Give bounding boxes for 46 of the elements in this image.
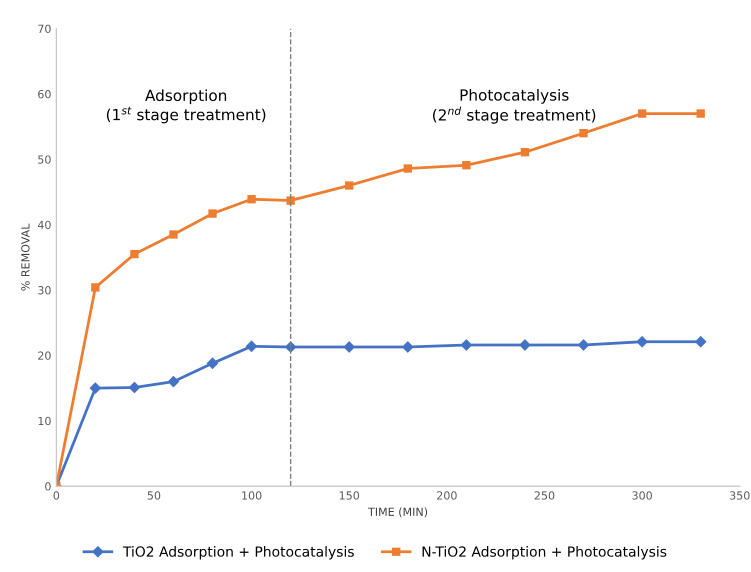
point xyxy=(638,109,646,118)
point xyxy=(246,340,258,352)
y-axis-title: % REMOVAL xyxy=(21,224,30,291)
y-tick-label: 40 xyxy=(38,220,51,230)
x-tick-label: 0 xyxy=(54,491,60,500)
legend-label: N-TiO2 Adsorption + Photocatalysis xyxy=(422,546,666,560)
point xyxy=(344,341,355,353)
legend-label: TiO2 Adsorption + Photocatalysis xyxy=(122,546,354,560)
point xyxy=(91,283,100,292)
point xyxy=(695,336,706,348)
point xyxy=(462,161,471,170)
point xyxy=(168,376,180,388)
point xyxy=(130,250,139,258)
y-tick-label: 60 xyxy=(38,90,51,98)
x-tick-label: 50 xyxy=(148,491,160,500)
point xyxy=(460,339,472,351)
point xyxy=(520,148,530,156)
point xyxy=(169,230,178,239)
point xyxy=(90,382,101,394)
point xyxy=(578,339,590,351)
x-tick-label: 250 xyxy=(534,491,554,500)
y-tick-label: 50 xyxy=(38,155,51,164)
x-tick-label: 300 xyxy=(632,491,652,500)
annotation: Photocatalysis (2$^{nd}$ stage treatment) xyxy=(433,88,596,124)
y-tick-label: 20 xyxy=(38,351,51,360)
y-tick-label: 0 xyxy=(45,482,51,491)
text: Adsorption (1$^{st}$ stage treatment) xyxy=(106,89,266,124)
x-tick-label: 200 xyxy=(437,491,457,500)
x-tick-label: 100 xyxy=(242,491,262,500)
point xyxy=(345,181,354,190)
point xyxy=(404,164,412,173)
y-tick-label: 70 xyxy=(38,24,51,33)
point xyxy=(247,195,256,204)
point xyxy=(128,382,140,394)
x-tick-label: 150 xyxy=(340,491,360,500)
point xyxy=(402,341,414,353)
point xyxy=(636,336,648,348)
y-tick-label: 10 xyxy=(38,416,51,426)
point xyxy=(696,109,705,118)
x-axis-title: TIME (MIN) xyxy=(368,507,428,518)
point xyxy=(208,209,217,218)
point xyxy=(579,129,588,138)
point xyxy=(206,358,218,369)
point xyxy=(519,339,531,351)
y-tick-label: 30 xyxy=(38,286,51,294)
x-tick-label: 350 xyxy=(730,491,750,500)
